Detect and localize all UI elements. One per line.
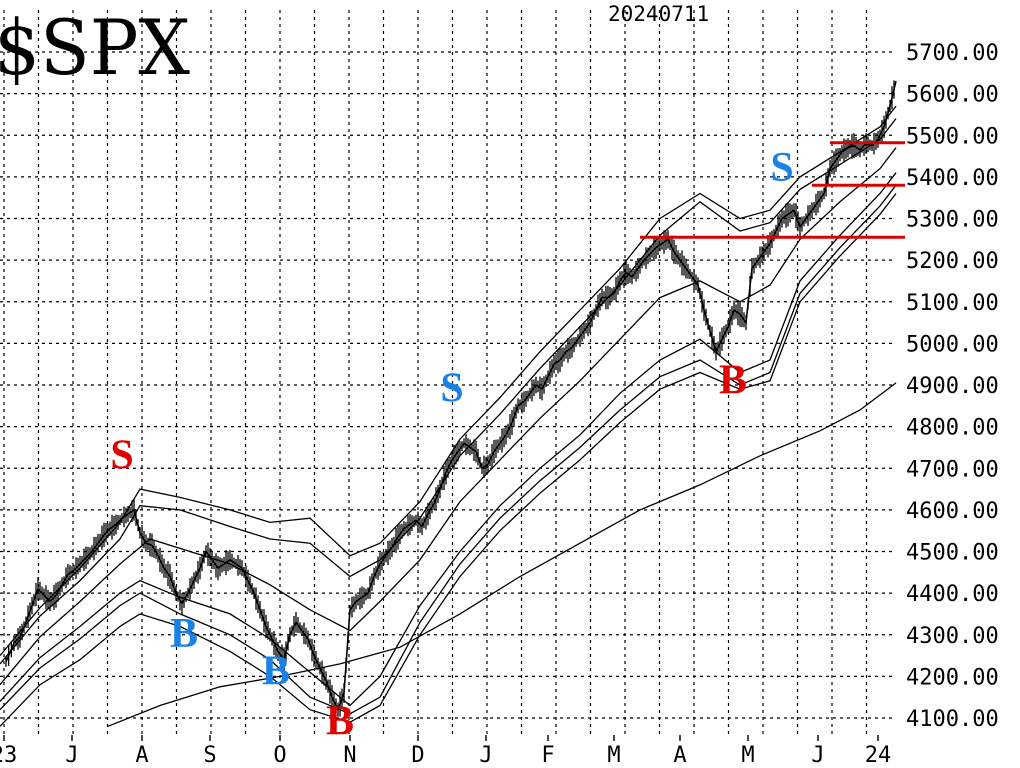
y-tick-label: 4200.00 [906,665,999,690]
sell-signal-label: B [326,699,354,745]
x-tick-label: D [411,743,424,768]
support-lines [640,141,905,239]
grid [0,10,896,735]
x-tick-label: J [479,743,492,768]
y-tick-label: 4800.00 [906,416,999,441]
band-line [0,193,897,727]
y-tick-label: 4900.00 [906,374,999,399]
y-tick-label: 4100.00 [906,707,999,732]
y-tick-label: 4500.00 [906,541,999,566]
x-tick-label: A [673,743,686,768]
x-tick-label: N [343,743,356,768]
band-line [0,172,897,707]
x-tick-label: M [607,743,620,768]
buy-signal-label: S [770,145,793,191]
x-tick-label: J [811,743,824,768]
band-line [0,147,897,686]
y-tick-label: 4400.00 [906,582,999,607]
y-tick-label: 5500.00 [906,124,999,149]
x-axis: 23 J A S O N D J F M A M J 24 [0,735,891,768]
band-line [0,184,897,715]
y-tick-label: 5300.00 [906,208,999,233]
y-tick-label: 4300.00 [906,624,999,649]
sell-signal-label: B [719,357,747,403]
y-tick-label: 4700.00 [906,457,999,482]
y-tick-label: 5600.00 [906,83,999,108]
moving-averages [0,80,897,727]
chart-title: $SPX [0,3,190,92]
y-tick-label: 5200.00 [906,249,999,274]
x-tick-label: 24 [865,743,892,768]
y-tick-label: 5100.00 [906,291,999,316]
chart-date: 20240711 [608,2,709,26]
y-tick-label: 5700.00 [906,41,999,66]
x-tick-label: F [541,743,554,768]
band-line [107,382,897,727]
x-tick-label: M [741,743,754,768]
y-axis: 5700.00 5600.00 5500.00 5400.00 5300.00 5200.… [906,41,999,732]
y-tick-label: 4600.00 [906,499,999,524]
buy-signal-label: S [440,366,463,412]
x-tick-label: J [65,743,78,768]
y-tick-label: 5400.00 [906,166,999,191]
x-tick-label: 23 [0,743,17,768]
x-tick-label: S [203,743,216,768]
sell-signal-label: S [110,432,133,478]
x-tick-label: O [273,743,286,768]
buy-signal-label: B [262,649,290,695]
buy-signal-label: B [170,611,198,657]
y-tick-label: 5000.00 [906,332,999,357]
x-tick-label: A [135,743,148,768]
band-line [0,105,897,657]
